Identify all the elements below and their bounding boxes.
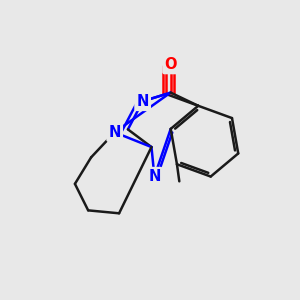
Text: O: O (164, 57, 177, 72)
Text: N: N (109, 125, 121, 140)
Text: N: N (148, 169, 160, 184)
Text: N: N (136, 94, 149, 109)
